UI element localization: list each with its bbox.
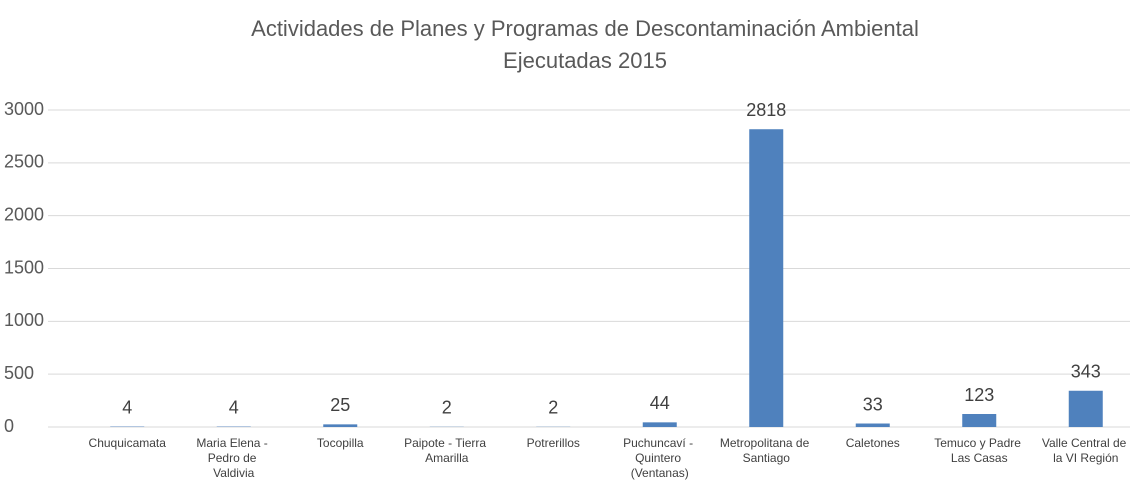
value-label: 25 (330, 395, 350, 415)
bar (323, 424, 358, 427)
bar (855, 423, 890, 427)
y-tick-label: 1500 (4, 257, 44, 277)
x-tick-label: Paipote - Tierra Amarilla (404, 436, 489, 465)
value-label: 4 (229, 397, 239, 417)
value-label: 2818 (746, 100, 786, 120)
x-tick-label: Tocopilla (317, 436, 364, 450)
y-tick-label: 2000 (4, 204, 44, 224)
value-label: 33 (863, 394, 883, 414)
chart-title: Actividades de Planes y Programas de Des… (251, 16, 919, 41)
y-tick-label: 0 (4, 416, 14, 436)
bar (642, 422, 677, 427)
bar (962, 414, 997, 427)
x-tick-label: Temuco y Padre Las Casas (934, 436, 1024, 465)
value-label: 4 (122, 397, 132, 417)
chart-title: Ejecutadas 2015 (503, 48, 667, 73)
value-label: 343 (1071, 362, 1101, 382)
value-label: 44 (650, 393, 670, 413)
value-label: 123 (964, 385, 994, 405)
value-label: 2 (548, 398, 558, 418)
y-tick-label: 500 (4, 363, 34, 383)
bar (1068, 390, 1103, 427)
x-tick-label: Caletones (846, 436, 900, 450)
y-tick-label: 3000 (4, 99, 44, 119)
x-tick-label: Puchuncaví - Quintero (Ventanas) (623, 436, 696, 480)
x-tick-label: Valle Central de la VI Región (1042, 436, 1130, 465)
x-tick-label: Chuquicamata (89, 436, 167, 450)
y-tick-label: 2500 (4, 152, 44, 172)
bar (749, 129, 784, 428)
x-tick-label: Potrerillos (527, 436, 580, 450)
value-label: 2 (442, 398, 452, 418)
x-tick-label: Metropolitana de Santiago (720, 436, 813, 465)
y-tick-label: 1000 (4, 310, 44, 330)
x-tick-label: Maria Elena - Pedro de Valdivia (196, 436, 271, 480)
